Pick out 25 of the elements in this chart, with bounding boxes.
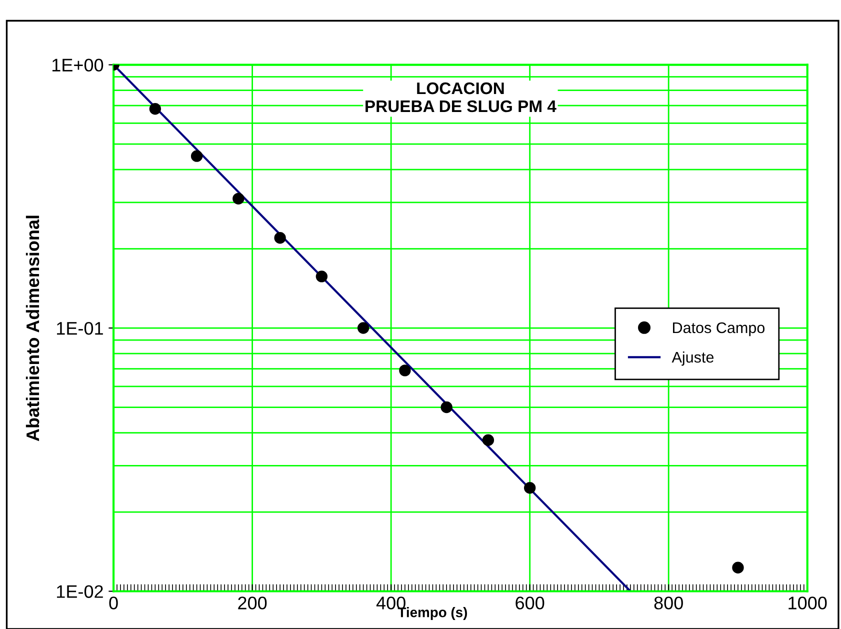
point: [316, 270, 328, 282]
x-tick-label: 1000: [788, 596, 827, 610]
point: [440, 401, 452, 414]
x-tick-label: 400: [376, 596, 406, 610]
point: [482, 434, 494, 446]
point: [274, 232, 286, 244]
y-tick-label: 1E-01: [57, 322, 103, 335]
point: [149, 103, 162, 115]
x-tick-label: 600: [516, 596, 544, 610]
point: [357, 322, 370, 334]
x-tick-label: 0: [109, 596, 118, 610]
point: [190, 150, 203, 162]
text: LOCACION PRUEBA DE SLUG PM 4: [366, 82, 556, 112]
x-tick-label: 200: [238, 596, 267, 610]
x-tick-label: 800: [654, 596, 683, 610]
x-axis-title: Tiempo (s): [398, 607, 467, 620]
y-tick-label: 1E-02: [57, 585, 103, 598]
y-tick-label: 1E+00: [52, 58, 104, 72]
point: [524, 482, 536, 494]
point: [732, 562, 744, 574]
y-axis-title: Abatimiento Adimensional: [26, 216, 40, 442]
point: [232, 192, 244, 205]
legend-label: Datos Campo: [673, 322, 765, 336]
legend-label: Ajuste: [672, 351, 714, 366]
point: [399, 364, 411, 376]
